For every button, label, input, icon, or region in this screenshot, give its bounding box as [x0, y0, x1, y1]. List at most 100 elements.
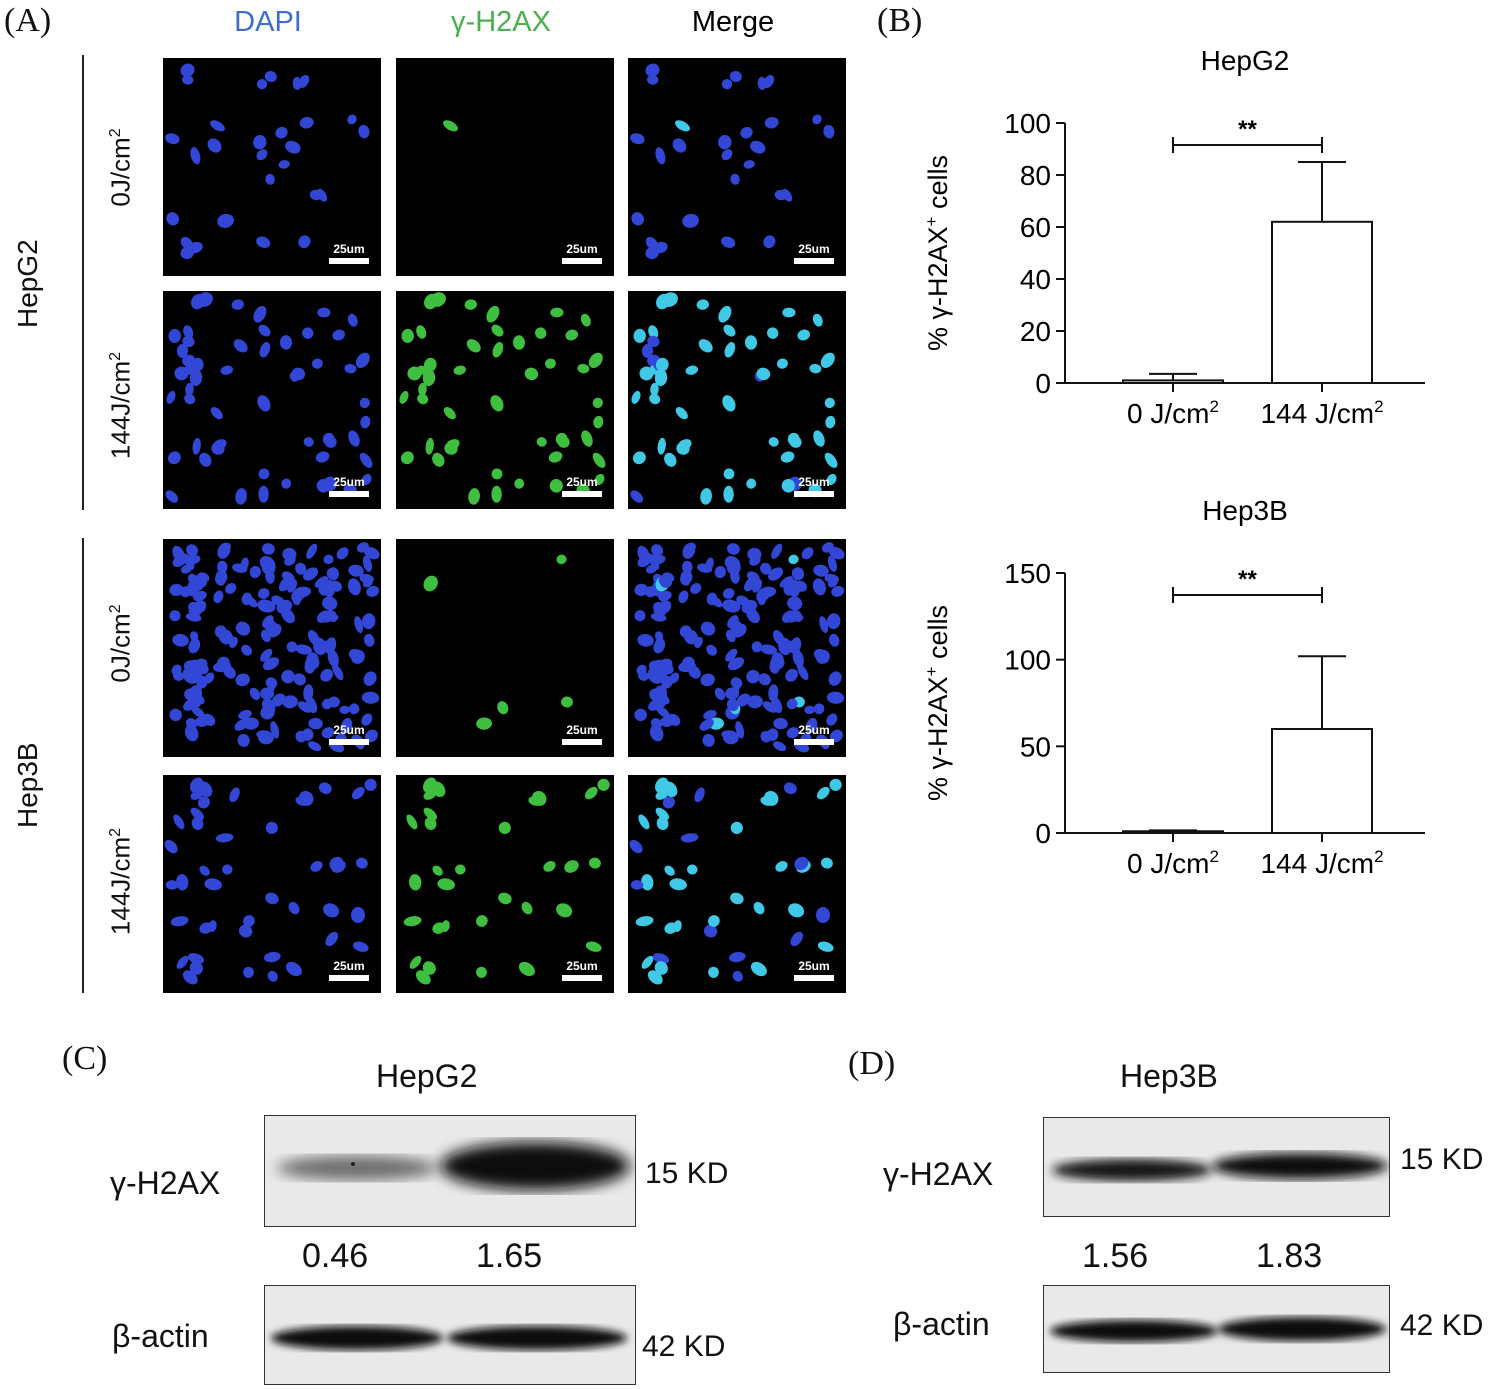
quant-value: 0.46 [302, 1237, 369, 1275]
x-tick-label: 144 J/cm2 [1260, 397, 1383, 429]
micrograph-tile: 25um [163, 291, 381, 509]
blot-title-hepg2: HepG2 [376, 1058, 478, 1094]
blot-size-42kd-d: 42 KD [1400, 1309, 1484, 1342]
micrograph-tile: 25um [628, 58, 846, 276]
scale-bar-line [329, 739, 369, 745]
y-axis-label: % γ-H2AX+ cells [922, 605, 953, 801]
scale-bar-line [794, 258, 834, 264]
scale-bar-label: 25um [333, 475, 365, 489]
scale-bar: 25um [562, 724, 602, 745]
scale-bar-label: 25um [798, 475, 830, 489]
y-tick-label: 100 [1004, 108, 1051, 139]
scale-bar: 25um [329, 960, 369, 981]
chart-title: HepG2 [1201, 45, 1290, 76]
blot-gh2ax-hep3b [1043, 1117, 1390, 1217]
scale-bar-label: 25um [798, 242, 830, 256]
scale-bar-label: 25um [566, 723, 598, 737]
y-tick-label: 20 [1020, 316, 1051, 347]
scale-bar-line [562, 258, 602, 264]
scale-bar: 25um [329, 243, 369, 264]
blot-bactin-hepg2 [264, 1285, 636, 1385]
condition-label: 0J/cm2 [105, 128, 136, 207]
micrograph-tile: 25um [628, 539, 846, 757]
x-tick-label: 0 J/cm2 [1127, 397, 1219, 429]
micrograph-tile: 25um [396, 58, 614, 276]
panel-b-letter: (B) [877, 2, 923, 39]
scale-bar-label: 25um [566, 959, 598, 973]
scale-bar: 25um [562, 476, 602, 497]
scale-bar-line [562, 739, 602, 745]
scale-bar-label: 25um [333, 242, 365, 256]
quant-value: 1.65 [476, 1237, 543, 1275]
y-axis-label: % γ-H2AX+ cells [922, 155, 953, 351]
significance-label: ** [1238, 566, 1257, 593]
blot-gh2ax-hepg2 [264, 1115, 636, 1227]
condition-label: 144J/cm2 [105, 827, 136, 936]
y-tick-label: 50 [1020, 731, 1051, 762]
bar [1271, 728, 1373, 834]
bar [1122, 830, 1224, 834]
quant-value: 1.56 [1082, 1237, 1149, 1275]
blot-label-gh2ax-d: γ-H2AX [883, 1156, 994, 1192]
group-label-hepg2: HepG2 [12, 239, 43, 328]
blot-label-bactin-d: β-actin [893, 1306, 990, 1342]
scale-bar-label: 25um [566, 242, 598, 256]
scale-bar: 25um [562, 960, 602, 981]
y-tick-label: 40 [1020, 264, 1051, 295]
hep3b-bracket [82, 538, 84, 993]
x-tick-label: 144 J/cm2 [1260, 847, 1383, 879]
bar-chart-hep3b: Hep3B 0 50 100 150 % γ-H2AX+ cells 0 J/cm2 144 … [922, 495, 1425, 879]
panel-a-letter: (A) [4, 2, 52, 39]
quant-value: 1.83 [1256, 1237, 1323, 1275]
scale-bar-line [794, 739, 834, 745]
micrograph-tile: 25um [163, 775, 381, 993]
scale-bar-line [329, 491, 369, 497]
column-header-merge: Merge [691, 6, 775, 38]
scale-bar-line [329, 258, 369, 264]
scale-bar: 25um [794, 476, 834, 497]
micrograph-tile: 25um [628, 775, 846, 993]
scale-bar: 25um [329, 476, 369, 497]
chart-title: Hep3B [1202, 495, 1288, 526]
condition-label: 144J/cm2 [105, 351, 136, 460]
scale-bar: 25um [794, 960, 834, 981]
blot-size-15kd-c: 15 KD [645, 1157, 729, 1190]
blot-label-bactin-c: β-actin [112, 1318, 209, 1354]
scale-bar-label: 25um [333, 723, 365, 737]
scale-bar: 25um [329, 724, 369, 745]
y-tick-label: 60 [1020, 212, 1051, 243]
y-tick-label: 0 [1035, 818, 1051, 849]
scale-bar-line [794, 491, 834, 497]
micrograph-tile: 25um [163, 58, 381, 276]
scale-bar-label: 25um [333, 959, 365, 973]
panel-c-letter: (C) [62, 1040, 108, 1077]
y-tick-label: 100 [1004, 645, 1051, 676]
column-header-gh2ax: γ-H2AX [451, 6, 551, 38]
y-tick-label: 0 [1035, 368, 1051, 399]
blot-label-gh2ax-c: γ-H2AX [110, 1165, 221, 1201]
condition-label: 0J/cm2 [105, 604, 136, 683]
scale-bar: 25um [562, 243, 602, 264]
micrograph-tile: 25um [396, 775, 614, 993]
group-label-hep3b: Hep3B [12, 742, 43, 828]
panel-d-letter: (D) [848, 1045, 896, 1082]
micrograph-tile: 25um [396, 539, 614, 757]
y-tick-label: 80 [1020, 160, 1051, 191]
hepg2-bracket [82, 55, 84, 510]
scale-bar-label: 25um [798, 723, 830, 737]
scale-bar-label: 25um [566, 475, 598, 489]
micrograph-tile: 25um [163, 539, 381, 757]
bar [1122, 379, 1224, 384]
y-tick-label: 150 [1004, 558, 1051, 589]
blot-size-15kd-d: 15 KD [1400, 1143, 1484, 1176]
scale-bar: 25um [794, 243, 834, 264]
bar [1271, 220, 1373, 384]
scale-bar-line [562, 975, 602, 981]
micrograph-tile: 25um [628, 291, 846, 509]
bar-chart-hepg2: HepG2 0 20 40 60 80 100 % γ-H2AX+ cells 0 J/cm2 1… [922, 45, 1425, 429]
scale-bar-label: 25um [798, 959, 830, 973]
blot-title-hep3b: Hep3B [1120, 1058, 1218, 1094]
blot-bactin-hep3b [1043, 1285, 1390, 1373]
significance-label: ** [1238, 116, 1257, 143]
scale-bar-line [562, 491, 602, 497]
